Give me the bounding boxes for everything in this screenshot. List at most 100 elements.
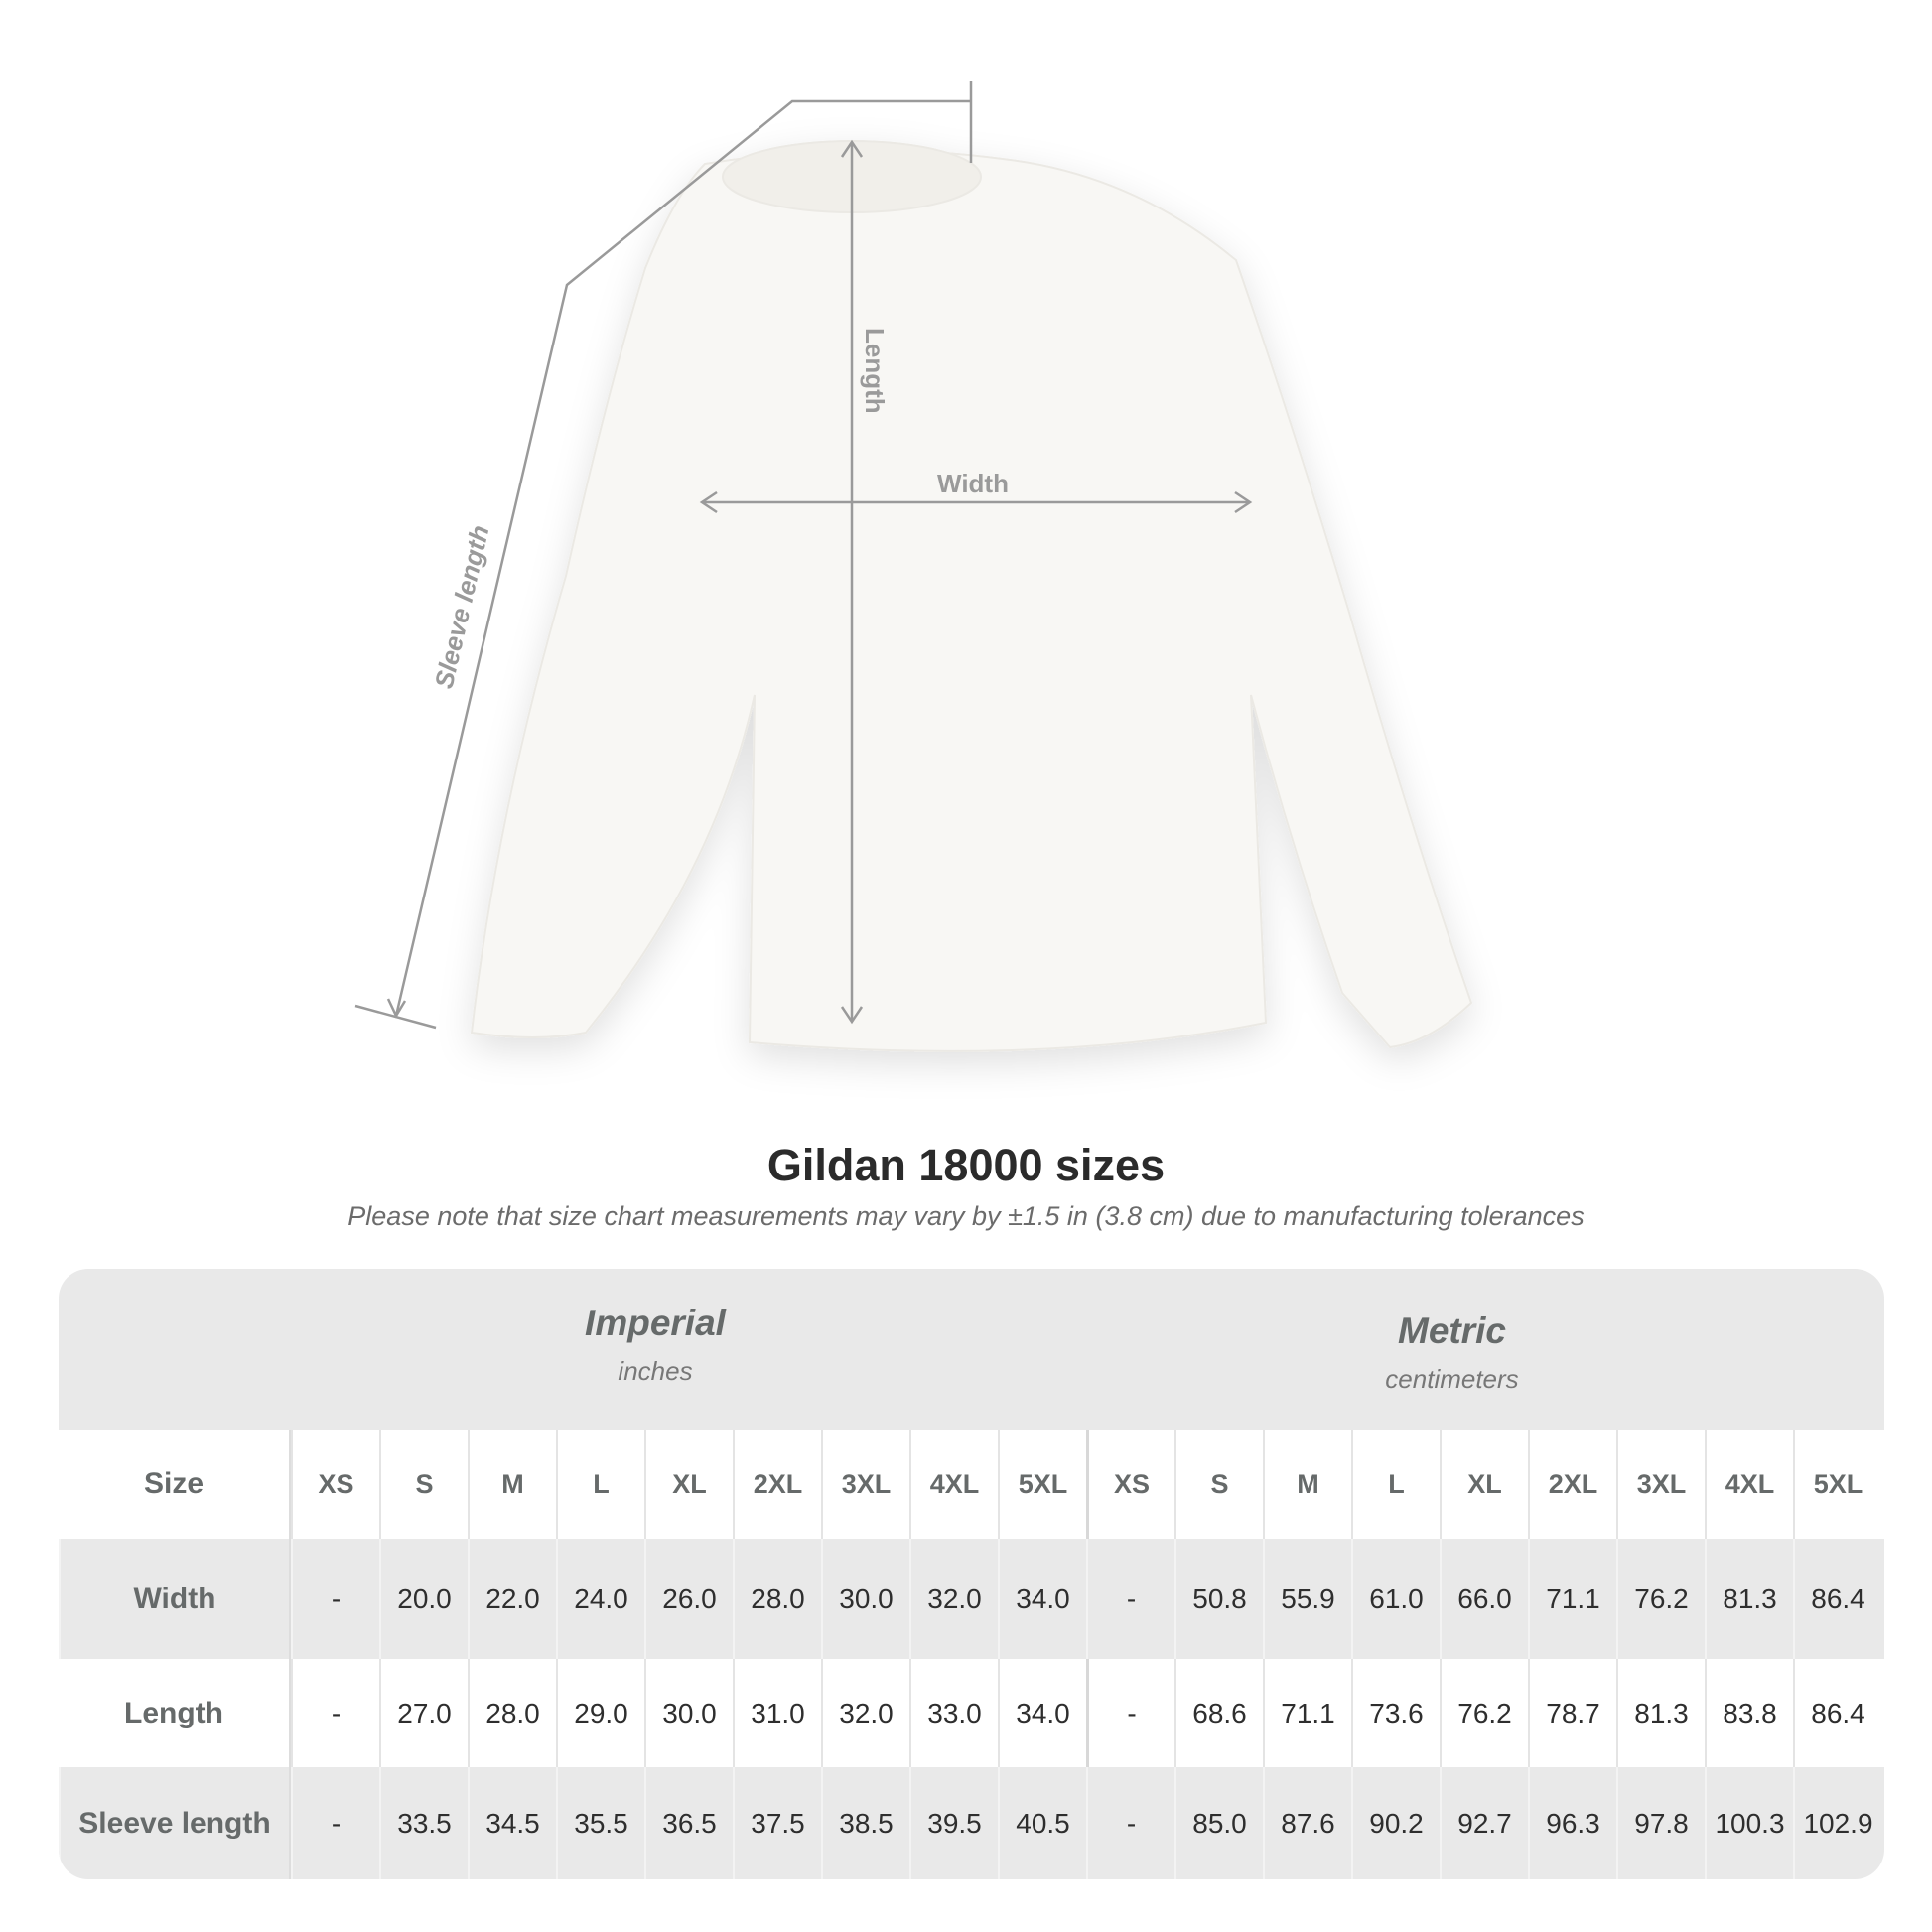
imperial-title: Imperial [585, 1303, 726, 1343]
metric-value-cell: 81.3 [1616, 1659, 1705, 1767]
sleeve-arrowhead [386, 998, 407, 1019]
metric-value-cell: 50.8 [1174, 1539, 1263, 1659]
imperial-value-cell: 31.0 [733, 1659, 821, 1767]
size-header-row: Size XS S M L XL 2XL 3XL 4XL 5XL XS S M L XL 2XL 3XL 4XL 5… [59, 1430, 1884, 1539]
metric-value-cell: 97.8 [1616, 1767, 1705, 1879]
metric-size-header: 3XL [1616, 1430, 1705, 1539]
metric-title: Metric [1398, 1311, 1506, 1351]
table-row: Sleeve length -33.5 34.5 35.5 36.5 37.5 38.5 39… [59, 1767, 1884, 1879]
imperial-size-header: S [379, 1430, 468, 1539]
imperial-value-cell: 33.0 [909, 1659, 998, 1767]
imperial-value-cell: 35.5 [556, 1767, 644, 1879]
metric-value-cell: 66.0 [1440, 1539, 1528, 1659]
sweatshirt [470, 140, 1473, 1052]
metric-value-cell: 78.7 [1528, 1659, 1616, 1767]
imperial-value-cell: 39.5 [909, 1767, 998, 1879]
sleeve-length-label: Sleeve length [429, 522, 495, 691]
metric-value-cell: 76.2 [1616, 1539, 1705, 1659]
imperial-size-header: 5XL [998, 1430, 1086, 1539]
table-row: Length -27.0 28.0 29.0 30.0 31.0 32.0 33.0 34.0-… [59, 1659, 1884, 1767]
metric-value-cell: 76.2 [1440, 1659, 1528, 1767]
imperial-value-cell: 33.5 [379, 1767, 468, 1879]
length-arrowheads [840, 139, 864, 1025]
metric-value-cell: 81.3 [1705, 1539, 1793, 1659]
imperial-value-cell: 20.0 [379, 1539, 468, 1659]
row-label: Size [59, 1430, 291, 1539]
metric-value-cell: 86.4 [1793, 1659, 1881, 1767]
imperial-value-cell: 29.0 [556, 1659, 644, 1767]
sleeve-line [394, 99, 971, 1017]
imperial-size-header: 2XL [733, 1430, 821, 1539]
imperial-size-header: L [556, 1430, 644, 1539]
imperial-value-cell: 38.5 [821, 1767, 909, 1879]
imperial-value-cell: 32.0 [909, 1539, 998, 1659]
metric-size-header: M [1263, 1430, 1351, 1539]
row-label: Length [59, 1659, 291, 1767]
metric-value-cell: 100.3 [1705, 1767, 1793, 1879]
imperial-size-header: 4XL [909, 1430, 998, 1539]
imperial-header: Imperial inches [291, 1303, 1020, 1387]
metric-unit: centimeters [1385, 1364, 1519, 1394]
metric-size-header: 4XL [1705, 1430, 1793, 1539]
metric-value-cell: 71.1 [1528, 1539, 1616, 1659]
metric-header: Metric centimeters [1020, 1311, 1884, 1395]
metric-value-cell: 61.0 [1351, 1539, 1440, 1659]
page-title: Gildan 18000 sizes [766, 1140, 1166, 1190]
imperial-value-cell: 26.0 [644, 1539, 733, 1659]
row-label: Width [59, 1539, 291, 1659]
metric-value-cell: 71.1 [1263, 1659, 1351, 1767]
imperial-unit: inches [618, 1356, 693, 1386]
sweatshirt-illustration: Length Width Sleeve length [354, 81, 1473, 1052]
metric-value-cell: 102.9 [1793, 1767, 1881, 1879]
metric-size-header: XL [1440, 1430, 1528, 1539]
metric-value-cell: 55.9 [1263, 1539, 1351, 1659]
imperial-value-cell: 32.0 [821, 1659, 909, 1767]
width-arrowheads [699, 490, 1253, 514]
imperial-value-cell: 28.0 [733, 1539, 821, 1659]
imperial-value-cell: 34.0 [998, 1659, 1086, 1767]
metric-value-cell: 83.8 [1705, 1659, 1793, 1767]
metric-value-cell: 96.3 [1528, 1767, 1616, 1879]
metric-value-cell: 92.7 [1440, 1767, 1528, 1879]
unit-header: Imperial inches Metric centimeters [59, 1269, 1884, 1430]
metric-value-cell: - [1086, 1539, 1174, 1659]
metric-value-cell: - [1086, 1659, 1174, 1767]
metric-size-header: S [1174, 1430, 1263, 1539]
metric-value-cell: 68.6 [1174, 1659, 1263, 1767]
imperial-value-cell: 30.0 [644, 1659, 733, 1767]
metric-value-cell: 87.6 [1263, 1767, 1351, 1879]
row-label: Sleeve length [59, 1767, 291, 1879]
imperial-value-cell: 37.5 [733, 1767, 821, 1879]
metric-size-header: L [1351, 1430, 1440, 1539]
imperial-value-cell: 27.0 [379, 1659, 468, 1767]
metric-size-header: 5XL [1793, 1430, 1881, 1539]
imperial-value-cell: 24.0 [556, 1539, 644, 1659]
imperial-value-cell: 30.0 [821, 1539, 909, 1659]
size-table: Imperial inches Metric centimeters Size X… [59, 1269, 1884, 1879]
imperial-value-cell: 22.0 [468, 1539, 556, 1659]
metric-value-cell: 73.6 [1351, 1659, 1440, 1767]
imperial-size-header: 3XL [821, 1430, 909, 1539]
metric-value-cell: 90.2 [1351, 1767, 1440, 1879]
imperial-value-cell: 36.5 [644, 1767, 733, 1879]
imperial-value-cell: - [291, 1767, 379, 1879]
metric-value-cell: 86.4 [1793, 1539, 1881, 1659]
table-row: Width -20.0 22.0 24.0 26.0 28.0 30.0 32.0 34.0-5… [59, 1539, 1884, 1659]
imperial-value-cell: 34.0 [998, 1539, 1086, 1659]
imperial-value-cell: 40.5 [998, 1767, 1086, 1879]
imperial-size-header: XS [291, 1430, 379, 1539]
tolerance-note: Please note that size chart measurements… [347, 1201, 1585, 1231]
imperial-size-header: XL [644, 1430, 733, 1539]
metric-size-header: XS [1086, 1430, 1174, 1539]
imperial-value-cell: - [291, 1539, 379, 1659]
imperial-value-cell: - [291, 1659, 379, 1767]
metric-size-header: 2XL [1528, 1430, 1616, 1539]
metric-value-cell: 85.0 [1174, 1767, 1263, 1879]
imperial-value-cell: 34.5 [468, 1767, 556, 1879]
width-label: Width [937, 469, 1009, 498]
imperial-size-header: M [468, 1430, 556, 1539]
metric-value-cell: - [1086, 1767, 1174, 1879]
measurement-lines [354, 81, 1253, 1030]
length-label: Length [860, 328, 890, 414]
imperial-value-cell: 28.0 [468, 1659, 556, 1767]
